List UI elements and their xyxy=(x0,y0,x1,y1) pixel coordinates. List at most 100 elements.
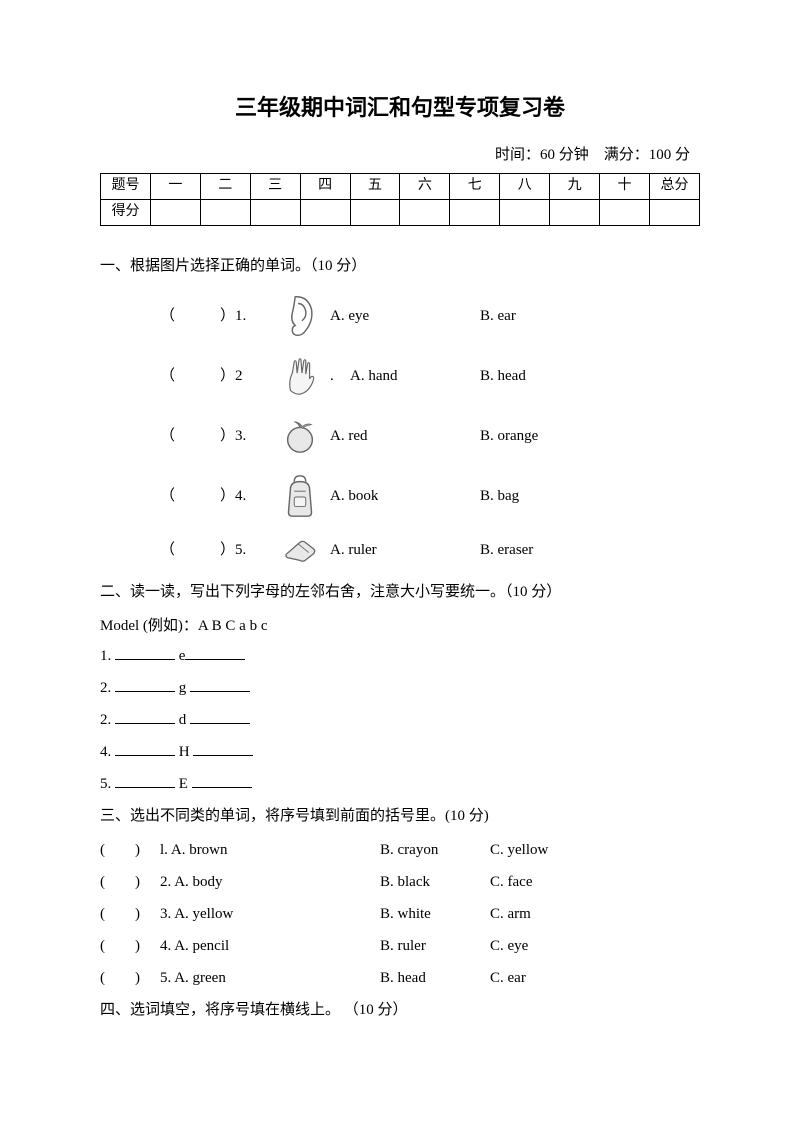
table-cell xyxy=(500,200,550,226)
q3-item: ( ) 3. A. yellow B. white C. arm xyxy=(100,902,700,926)
q3-num-text: 5. xyxy=(160,970,171,986)
option-c: C. ear xyxy=(490,966,526,990)
fill-item: 5. E xyxy=(100,772,700,796)
q1-item: （ ）1. A. eye B. ear xyxy=(100,288,700,344)
q3-item: ( ) 5. A. green B. head C. ear xyxy=(100,966,700,990)
fill-letter: d xyxy=(179,712,187,728)
blank xyxy=(115,646,175,660)
q1-num: 1. xyxy=(235,308,246,324)
table-cell: 八 xyxy=(500,174,550,200)
q3-item: ( ) 4. A. pencil B. ruler C. eye xyxy=(100,934,700,958)
option-a: A. eye xyxy=(330,304,480,328)
table-cell: 九 xyxy=(550,174,600,200)
table-cell: 二 xyxy=(200,174,250,200)
table-cell: 总分 xyxy=(649,174,699,200)
fill-item: 1. e xyxy=(100,644,700,668)
table-cell: 三 xyxy=(250,174,300,200)
q3-item: ( ) l. A. brown B. crayon C. yellow xyxy=(100,838,700,862)
answer-paren: （ ） xyxy=(160,542,235,558)
fill-letter: E xyxy=(179,776,188,792)
q1-num: 4. xyxy=(235,488,246,504)
q3-num-text: 4. xyxy=(160,938,171,954)
table-row: 题号 一 二 三 四 五 六 七 八 九 十 总分 xyxy=(101,174,700,200)
option-a: A. hand xyxy=(350,364,480,388)
fill-item: 2. d xyxy=(100,708,700,732)
q1-item: （ ）3. A. red B. orange xyxy=(100,408,700,464)
blank xyxy=(115,710,175,724)
fill-num: 1. xyxy=(100,648,111,664)
option-b: B. head xyxy=(480,364,526,388)
option-a: A. pencil xyxy=(174,938,229,954)
blank xyxy=(190,678,250,692)
blank xyxy=(115,678,175,692)
answer-paren: （ ） xyxy=(160,488,235,504)
fill-letter: H xyxy=(179,744,190,760)
exam-info: 时间：60 分钟 满分：100 分 xyxy=(100,143,700,167)
table-cell: 得分 xyxy=(101,200,151,226)
fill-letter: g xyxy=(179,680,187,696)
eraser-icon xyxy=(270,531,330,569)
q1-item: （ ）5. A. ruler B. eraser xyxy=(100,528,700,572)
table-cell xyxy=(200,200,250,226)
score-value: 100 分 xyxy=(649,147,690,163)
score-table: 题号 一 二 三 四 五 六 七 八 九 十 总分 得分 xyxy=(100,173,700,226)
fill-item: 4. H xyxy=(100,740,700,764)
fill-num: 4. xyxy=(100,744,111,760)
model-value: A B C a b c xyxy=(198,618,268,634)
option-b: B. ear xyxy=(480,304,516,328)
answer-paren: ( ) xyxy=(100,934,160,958)
answer-paren: ( ) xyxy=(100,870,160,894)
blank xyxy=(192,774,252,788)
table-cell: 十 xyxy=(600,174,650,200)
model-line: Model (例如)：A B C a b c xyxy=(100,614,700,638)
fill-num: 5. xyxy=(100,776,111,792)
table-cell: 五 xyxy=(350,174,400,200)
blank xyxy=(115,742,175,756)
option-b: B. head xyxy=(380,966,490,990)
table-cell xyxy=(649,200,699,226)
q1-num: 2 xyxy=(235,368,243,384)
answer-paren: ( ) xyxy=(100,838,160,862)
section-1-heading: 一、根据图片选择正确的单词。（10 分） xyxy=(100,254,700,278)
option-b: B. ruler xyxy=(380,934,490,958)
option-a: A. yellow xyxy=(174,906,233,922)
option-b: B. bag xyxy=(480,484,519,508)
q1-num: 3. xyxy=(235,428,246,444)
q1-item: （ ）4. A. book B. bag xyxy=(100,468,700,524)
table-cell xyxy=(600,200,650,226)
blank xyxy=(193,742,253,756)
table-cell: 七 xyxy=(450,174,500,200)
q1-num: 5. xyxy=(235,542,246,558)
q1-dot: . xyxy=(330,364,350,388)
table-row: 得分 xyxy=(101,200,700,226)
table-cell xyxy=(350,200,400,226)
table-cell: 六 xyxy=(400,174,450,200)
q3-item: ( ) 2. A. body B. black C. face xyxy=(100,870,700,894)
ear-icon xyxy=(270,292,330,340)
option-c: C. eye xyxy=(490,934,528,958)
section-1-heading-text: 一、根据图片选择正确的单词。（10 分） xyxy=(100,258,366,274)
option-a: A. red xyxy=(330,424,480,448)
answer-paren: ( ) xyxy=(100,902,160,926)
fill-letter: e xyxy=(179,648,186,664)
option-c: C. yellow xyxy=(490,838,548,862)
fill-num: 2. xyxy=(100,712,111,728)
table-cell xyxy=(400,200,450,226)
fill-item: 2. g xyxy=(100,676,700,700)
option-a: A. book xyxy=(330,484,480,508)
bag-icon xyxy=(270,472,330,520)
answer-paren: （ ） xyxy=(160,308,235,324)
answer-paren: （ ） xyxy=(160,368,235,384)
section-3-heading: 三、选出不同类的单词，将序号填到前面的括号里。(10 分) xyxy=(100,804,700,828)
table-cell xyxy=(550,200,600,226)
blank xyxy=(115,774,175,788)
q3-num-text: 3. xyxy=(160,906,171,922)
option-a: A. green xyxy=(174,970,226,986)
blank xyxy=(185,646,245,660)
q3-num-text: l. xyxy=(160,842,168,858)
option-a: A. body xyxy=(174,874,222,890)
time-label: 时间： xyxy=(495,147,540,163)
table-cell: 题号 xyxy=(101,174,151,200)
option-b: B. white xyxy=(380,902,490,926)
option-a: A. brown xyxy=(171,842,228,858)
